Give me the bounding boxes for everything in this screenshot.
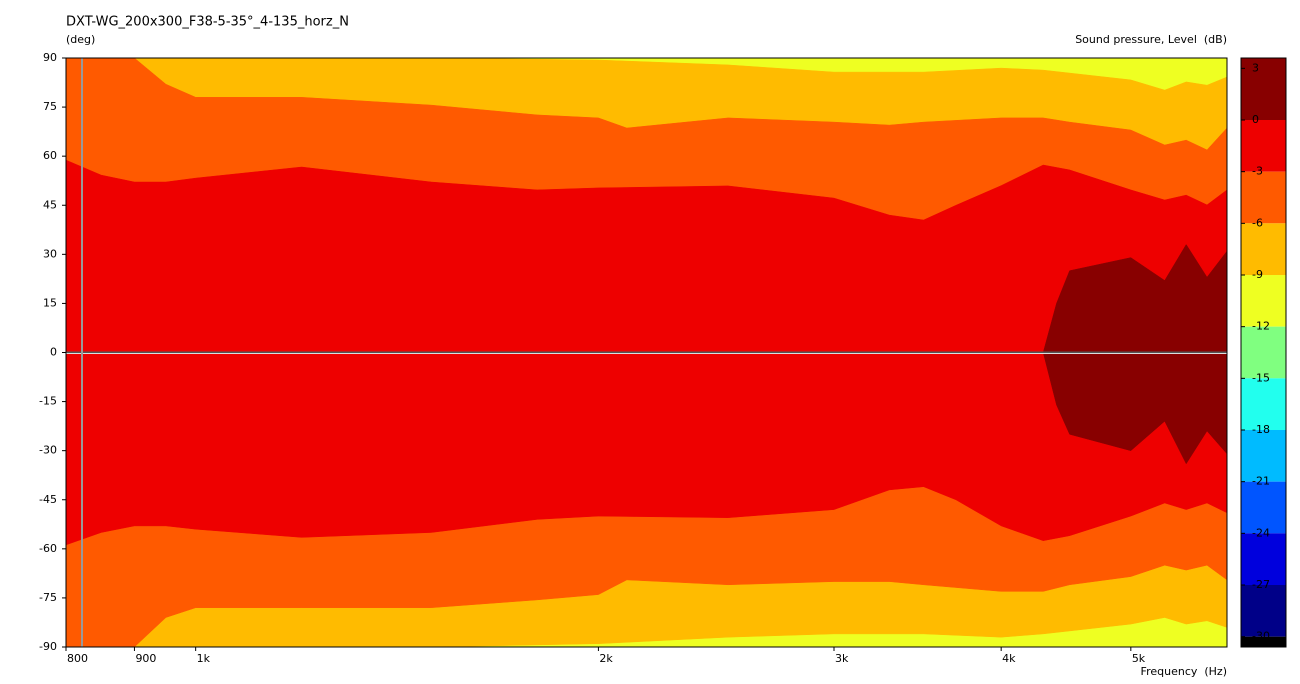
colorbar-tick-label: 3	[1252, 61, 1259, 74]
x-axis-label: Frequency (Hz)	[1141, 665, 1227, 678]
colorbar-tick-label: -15	[1252, 371, 1270, 384]
colorbar-tick-label: -12	[1252, 320, 1270, 333]
y-tick-label: -30	[39, 444, 57, 457]
colorbar-label: Sound pressure, Level (dB)	[1075, 33, 1227, 46]
colorbar-band	[1241, 585, 1286, 637]
colorbar-tick-label: -6	[1252, 216, 1263, 229]
y-tick-label: -45	[39, 493, 57, 506]
x-tick-label: 5k	[1132, 652, 1146, 665]
y-tick-label: -60	[39, 542, 57, 555]
y-tick-label: 15	[43, 296, 57, 309]
y-tick-label: -90	[39, 640, 57, 653]
colorbar-tick-label: -18	[1252, 423, 1270, 436]
contour-region	[66, 352, 1227, 546]
y-tick-label: 30	[43, 247, 57, 260]
y-axis-label: (deg)	[66, 33, 95, 46]
colorbar-border	[1240, 57, 1287, 648]
x-tick-label: 3k	[835, 652, 849, 665]
colorbar-band	[1241, 171, 1286, 224]
x-tick-label: 1k	[197, 652, 211, 665]
y-tick-label: 45	[43, 198, 57, 211]
colorbar-band	[1241, 326, 1286, 379]
y-tick-label: -75	[39, 591, 57, 604]
colorbar-tick-label: -9	[1252, 268, 1263, 281]
colorbar-band	[1241, 223, 1286, 275]
colorbar-tick-label: -27	[1252, 578, 1270, 591]
contour-region	[1042, 352, 1227, 465]
colorbar-band	[1241, 430, 1286, 482]
y-tick-label: 0	[50, 346, 57, 359]
contour-region	[66, 159, 1227, 353]
colorbar-band	[1241, 533, 1286, 585]
colorbar-band	[1241, 378, 1286, 430]
y-tick-label: -15	[39, 395, 57, 408]
colorbar-band	[1241, 120, 1286, 172]
x-tick-label: 900	[135, 652, 156, 665]
y-tick-label: 90	[43, 51, 57, 64]
contour-region	[1042, 244, 1227, 353]
colorbar-tick-label: -24	[1252, 526, 1270, 539]
colorbar-band	[1241, 58, 1286, 120]
colorbar-tick-label: -3	[1252, 165, 1263, 178]
x-tick-label: 2k	[599, 652, 613, 665]
x-tick-label: 4k	[1002, 652, 1016, 665]
colorbar-tick-label: 0	[1252, 113, 1259, 126]
y-tick-label: 60	[43, 149, 57, 162]
colorbar-band	[1241, 275, 1286, 327]
x-tick-label: 800	[67, 652, 88, 665]
colorbar-tick-label: -30	[1252, 630, 1270, 643]
y-tick-label: 75	[43, 100, 57, 113]
plot-area	[66, 58, 1227, 647]
colorbar-tick-label: -21	[1252, 475, 1270, 488]
chart-title: DXT-WG_200x300_F38-5-35°_4-135_horz_N	[66, 15, 349, 30]
colorbar-band	[1241, 636, 1286, 647]
colorbar-band	[1241, 481, 1286, 534]
